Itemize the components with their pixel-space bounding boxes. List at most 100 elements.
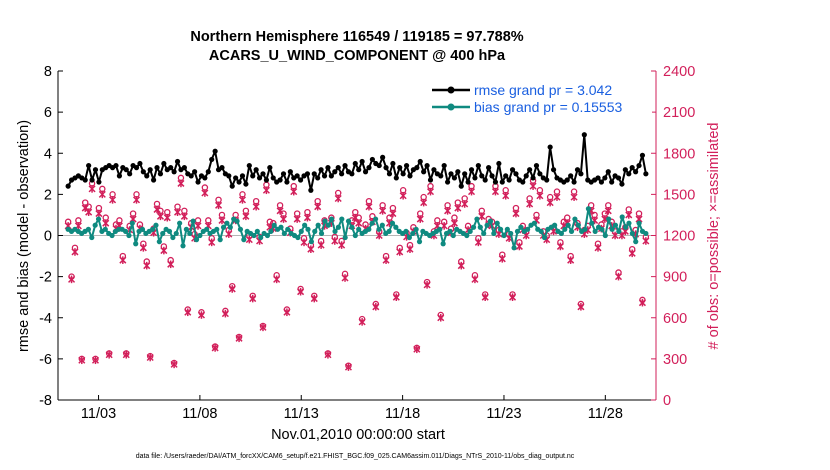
rmse-point [615, 175, 622, 181]
bias-point [366, 226, 372, 232]
rmse-point [181, 165, 187, 171]
rmse-point [376, 162, 382, 169]
rmse-point [147, 167, 153, 173]
bias-point [470, 224, 477, 230]
bias-point [302, 222, 308, 228]
legend-rmse-marker [447, 86, 455, 94]
rmse-point [150, 177, 157, 183]
bias-point [177, 220, 183, 226]
rmse-point [403, 162, 410, 169]
obs-assimilated-marker [279, 215, 288, 223]
bias-point [190, 218, 196, 224]
right-tick-label: 1500 [663, 187, 695, 203]
obs-assimilated-marker [68, 275, 76, 284]
chart-title-line2: ACARS_U_WIND_COMPONENT @ 400 hPa [209, 48, 506, 64]
rmse-point [250, 173, 256, 179]
rmse-point [294, 173, 300, 179]
rmse-point [253, 167, 259, 173]
rmse-point [547, 144, 553, 150]
bias-point [626, 220, 632, 226]
obs-assimilated-marker [331, 237, 339, 245]
bias-point [389, 220, 396, 226]
rmse-point [123, 167, 129, 173]
obs-assimilated-marker [334, 194, 342, 203]
obs-assimilated-marker [553, 193, 561, 201]
bias-point [214, 226, 220, 232]
rmse-point [499, 179, 505, 185]
rmse-point [400, 171, 406, 177]
left-axis-ticks: 8 6 4 2 0 -2 -4 -6 -8 [39, 64, 63, 409]
bias-point [295, 234, 301, 241]
obs-assimilated-marker [614, 272, 623, 281]
obs-assimilated-marker [526, 200, 534, 208]
bias-point [298, 228, 304, 234]
bias-point [622, 224, 629, 230]
rmse-point [144, 173, 150, 179]
bias-point [180, 243, 186, 249]
bias-point [264, 232, 271, 239]
obs-assimilated-marker [310, 294, 318, 303]
obs-assimilated-marker [252, 202, 260, 211]
rmse-point [533, 162, 540, 169]
rmse-point [489, 173, 495, 179]
bias-point [464, 232, 470, 239]
bias-point [133, 241, 139, 247]
left-tick-label: -4 [39, 311, 52, 327]
rmse-point [438, 173, 444, 179]
x-tick-label: 11/08 [182, 406, 217, 422]
bias-point [606, 216, 612, 222]
rmse-point [188, 173, 194, 179]
rmse-point [383, 165, 389, 171]
rmse-point [154, 165, 160, 171]
legend-bias-marker [447, 103, 455, 111]
bias-point [379, 222, 385, 228]
right-tick-label: 0 [663, 393, 671, 409]
rmse-point [332, 169, 338, 175]
rmse-point [578, 171, 584, 177]
rmse-point [455, 169, 461, 175]
obs-assimilated-marker [344, 363, 352, 371]
bias-point [565, 222, 571, 228]
left-axis-label: rmse and bias (model - observation) [16, 120, 32, 352]
obs-assimilated-marker [416, 215, 424, 223]
rmse-point [359, 158, 365, 165]
bias-point [308, 239, 314, 245]
obs-assimilated-marker [491, 187, 499, 196]
rmse-point [140, 169, 146, 175]
bias-point [494, 220, 500, 226]
rmse-point [509, 167, 516, 173]
rmse-point [236, 179, 242, 185]
bias-point [440, 241, 446, 247]
obs-assimilated-marker [163, 213, 171, 222]
rmse-point [475, 162, 481, 169]
rmse-point [465, 179, 471, 185]
obs-assimilated-marker [197, 311, 205, 319]
bias-point [356, 226, 362, 232]
bias-point [599, 226, 605, 232]
rmse-point [308, 187, 314, 193]
obs-assimilated-marker [167, 260, 175, 269]
obs-assimilated-marker [262, 186, 270, 195]
rmse-point [544, 177, 550, 183]
right-tick-label: 600 [663, 311, 687, 327]
bias-point [345, 218, 352, 224]
bias-point [619, 214, 625, 220]
obs-assimilated-marker [85, 208, 93, 216]
bias-point [139, 226, 146, 232]
bias-point [187, 230, 193, 237]
rmse-point [339, 171, 345, 177]
bias-point [325, 222, 331, 228]
rmse-point [537, 171, 543, 177]
obs-assimilated-marker [341, 274, 349, 282]
rmse-point [496, 160, 502, 167]
bias-point [602, 232, 608, 239]
rmse-point [226, 173, 232, 179]
obs-assimilated-marker [218, 216, 226, 225]
obs-assimilated-marker [454, 204, 462, 212]
left-tick-label: 0 [44, 229, 52, 245]
bias-point [109, 232, 115, 239]
obs-assimilated-marker [215, 201, 223, 210]
rmse-point [468, 167, 475, 173]
bias-point [514, 228, 521, 234]
obs-assimilated-marker [276, 207, 284, 215]
